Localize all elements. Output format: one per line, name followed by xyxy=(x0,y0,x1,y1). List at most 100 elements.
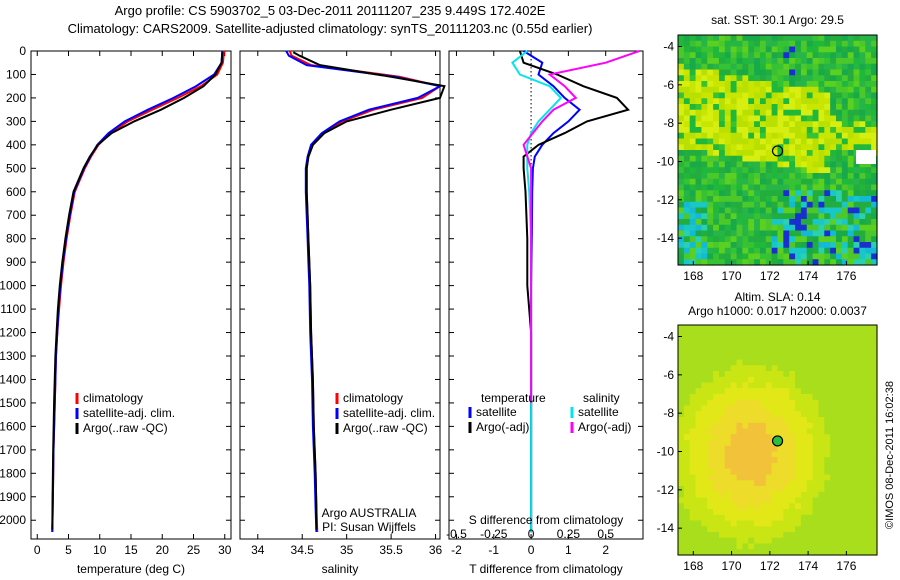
map-cell xyxy=(847,411,855,418)
map-cell xyxy=(748,230,755,237)
map-cell xyxy=(783,98,790,105)
map-cell xyxy=(689,330,697,338)
map-cell xyxy=(841,503,849,510)
map-cell xyxy=(759,388,767,395)
map-cell xyxy=(847,150,855,157)
map-cell xyxy=(853,445,861,453)
map-cell xyxy=(759,509,767,516)
map-cell xyxy=(865,58,872,65)
map-cell xyxy=(736,98,743,105)
map-cell xyxy=(847,196,855,203)
map-cell xyxy=(841,336,849,343)
map-cell xyxy=(859,161,866,168)
map-cell xyxy=(707,434,714,441)
map-cell xyxy=(678,144,685,151)
map-cell xyxy=(783,161,790,168)
map-cell xyxy=(689,336,697,343)
map-cell xyxy=(754,325,761,332)
map-cell xyxy=(759,40,767,48)
map-cell xyxy=(695,92,703,99)
map-cell xyxy=(736,399,743,407)
map-cell xyxy=(830,382,837,389)
map-cell xyxy=(865,457,872,464)
map-cell xyxy=(748,486,755,493)
map-cell xyxy=(789,445,796,453)
map-cell xyxy=(783,121,790,128)
map-cell xyxy=(736,428,743,435)
map-cell xyxy=(841,480,849,487)
map-cell xyxy=(841,514,849,522)
map-cell xyxy=(795,58,802,65)
map-cell xyxy=(871,184,878,191)
map-cell xyxy=(777,86,784,94)
map-cell xyxy=(759,330,767,338)
map-cell xyxy=(718,526,726,533)
map-cell xyxy=(707,486,714,493)
map-cell xyxy=(678,58,685,65)
map-cell xyxy=(818,213,825,220)
series-argorawqc xyxy=(292,51,446,530)
map-cell xyxy=(707,457,714,464)
map-cell xyxy=(800,98,808,105)
map-cell xyxy=(683,543,691,550)
map-cell xyxy=(871,336,878,343)
map-cell xyxy=(683,399,691,407)
map-cell xyxy=(695,98,703,105)
map-cell xyxy=(812,526,820,533)
map-cell xyxy=(689,121,697,128)
map-cell xyxy=(759,259,767,266)
y-tick-label: 900 xyxy=(6,255,26,269)
map-cell xyxy=(689,543,697,550)
map-cell xyxy=(718,463,726,470)
map-cell xyxy=(736,46,743,53)
map-cell xyxy=(824,325,831,332)
map-cell xyxy=(718,104,726,111)
map-cell xyxy=(765,161,773,168)
map-cell xyxy=(748,503,755,510)
map-cell xyxy=(777,35,784,42)
map-cell xyxy=(742,440,749,447)
map-cell xyxy=(789,325,796,332)
map-cell xyxy=(847,451,855,458)
map-cell xyxy=(859,167,866,174)
map-cell xyxy=(836,92,843,99)
map-cell xyxy=(812,173,820,180)
map-cell xyxy=(701,190,708,197)
map-cell xyxy=(783,109,790,117)
map-cell xyxy=(730,213,738,220)
map-cell xyxy=(841,40,849,48)
map-cell xyxy=(847,144,855,151)
map-cell xyxy=(759,405,767,412)
map-cell xyxy=(759,190,767,197)
map-cell xyxy=(830,417,837,424)
map-cell xyxy=(824,491,831,499)
map-cell xyxy=(865,115,872,122)
map-cell xyxy=(689,376,697,384)
map-cell xyxy=(853,178,861,186)
map-cell xyxy=(789,532,796,539)
map-cell xyxy=(736,213,743,220)
map-cell xyxy=(736,388,743,395)
map-cell xyxy=(783,422,790,430)
map-cell xyxy=(701,468,708,476)
map-cell xyxy=(730,405,738,412)
map-cell xyxy=(806,417,814,424)
map-cell xyxy=(865,259,872,266)
map-cell xyxy=(730,474,738,481)
map-cell xyxy=(836,348,843,355)
map-cell xyxy=(678,365,685,372)
map-cell xyxy=(695,213,703,220)
map-cell xyxy=(683,69,691,76)
map-cell xyxy=(865,207,872,214)
map-cell xyxy=(806,405,814,412)
map-cell xyxy=(724,434,732,441)
y-tick-label: -4 xyxy=(663,40,674,54)
map-cell xyxy=(865,382,872,389)
map-cell xyxy=(836,150,843,157)
map-cell xyxy=(754,46,761,53)
map-cell xyxy=(871,104,878,111)
map-cell xyxy=(748,428,755,435)
map-cell xyxy=(818,365,825,372)
map-cell xyxy=(859,52,866,59)
map-cell xyxy=(701,399,708,407)
